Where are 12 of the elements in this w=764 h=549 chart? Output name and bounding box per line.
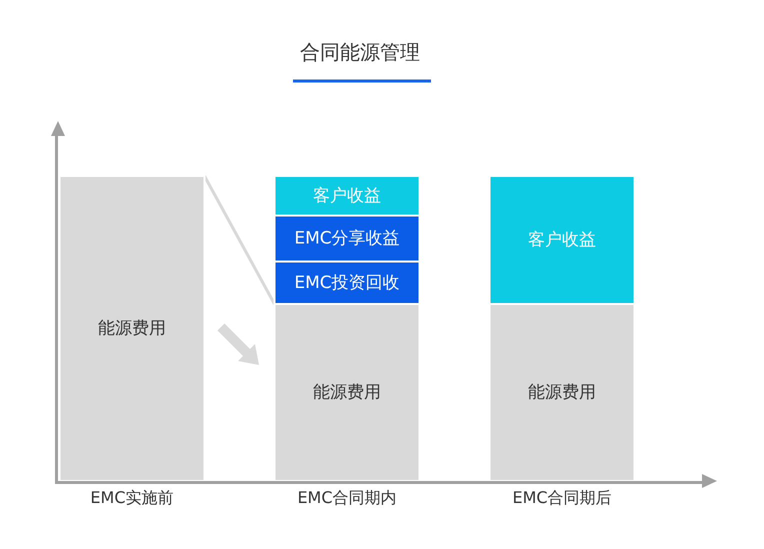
chart-title: 合同能源管理 <box>300 40 420 64</box>
x-tick-label: EMC实施前 <box>90 488 174 508</box>
text: 能源费用 <box>528 382 596 403</box>
series-label: 客户收益 <box>312 186 381 206</box>
series-label: 能源费用 <box>312 382 381 403</box>
bar <box>58 175 206 481</box>
series-label: EMC分享收益 <box>294 228 400 249</box>
text: 能源费用 <box>98 318 166 338</box>
text: 客户收益 <box>528 230 596 250</box>
x-tick-label: EMC合同期内 <box>297 488 397 508</box>
series-label: EMC投资回收 <box>294 272 400 293</box>
x-tick-label: EMC合同期后 <box>512 488 612 508</box>
